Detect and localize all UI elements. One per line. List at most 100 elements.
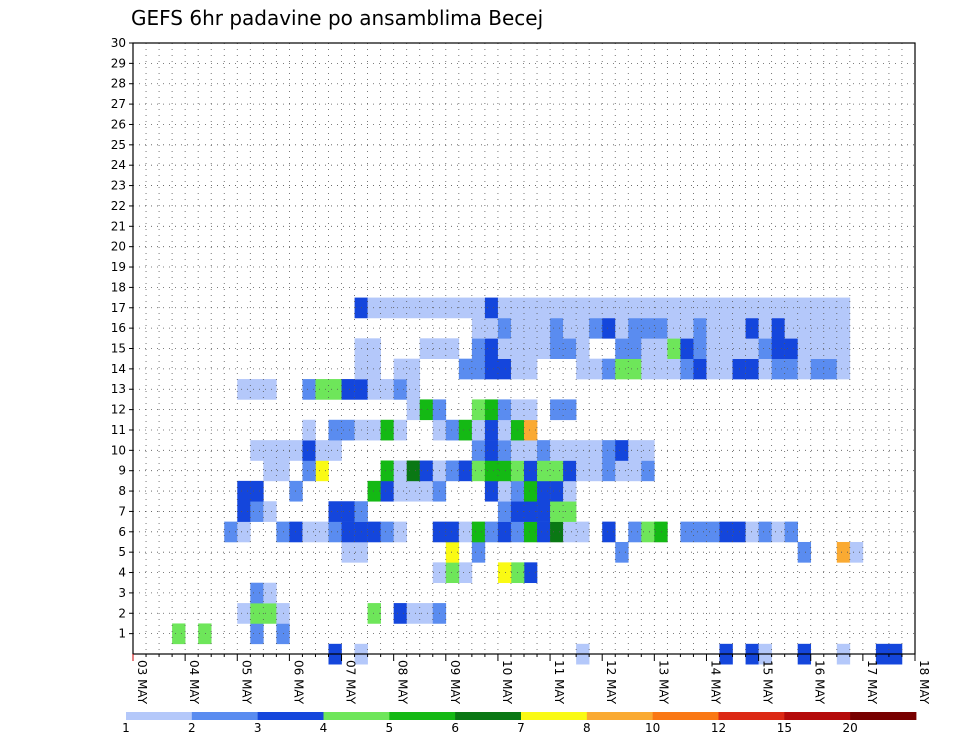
- heatmap-cell: [380, 521, 394, 543]
- heatmap-cell: [628, 358, 642, 380]
- heatmap-cell: [484, 419, 499, 441]
- heatmap-cell: [497, 297, 512, 319]
- heatmap-cell: [484, 338, 499, 359]
- heatmap-cell: [302, 521, 316, 543]
- heatmap-cell: [445, 338, 460, 359]
- heatmap-cell: [693, 297, 707, 319]
- heatmap-cell: [576, 297, 590, 319]
- heatmap-cell: [380, 419, 394, 441]
- heatmap-cell: [302, 440, 316, 461]
- colorbar-label: 12: [711, 721, 726, 735]
- heatmap-cell: [263, 501, 277, 522]
- heatmap-cell: [537, 480, 551, 502]
- y-tick-label: 16: [111, 321, 126, 335]
- heatmap-cell: [836, 358, 851, 380]
- heatmap-cell: [458, 460, 473, 482]
- heatmap-cell: [693, 358, 707, 380]
- heatmap-cell: [719, 358, 733, 380]
- y-tick-label: 14: [111, 362, 126, 376]
- heatmap-cells: [172, 297, 903, 665]
- heatmap-cell: [576, 460, 590, 482]
- heatmap-cell: [745, 521, 759, 543]
- heatmap-cell: [497, 480, 512, 502]
- heatmap-cell: [237, 379, 251, 400]
- heatmap-cell: [484, 297, 499, 319]
- heatmap-cell: [471, 440, 486, 461]
- heatmap-cell: [237, 501, 251, 522]
- y-tick-label: 17: [111, 301, 126, 315]
- y-axis-ticks: 1234567891011121314151617181920212223242…: [111, 36, 133, 641]
- colorbar-label: 3: [254, 721, 262, 735]
- heatmap-cell: [497, 399, 512, 421]
- heatmap-cell: [667, 317, 681, 339]
- heatmap-cell: [758, 521, 772, 543]
- heatmap-cell: [263, 603, 277, 624]
- y-tick-label: 2: [118, 606, 126, 620]
- heatmap-cell: [550, 521, 564, 543]
- heatmap-cell: [367, 419, 381, 441]
- heatmap-cell: [471, 317, 486, 339]
- heatmap-cell: [458, 358, 473, 380]
- heatmap-cell: [693, 317, 707, 339]
- heatmap-cell: [419, 460, 434, 482]
- heatmap-cell: [497, 460, 512, 482]
- x-tick-label: 07 MAY: [344, 660, 358, 705]
- heatmap-cell: [341, 521, 355, 543]
- heatmap-cell: [289, 440, 303, 461]
- heatmap-cell: [706, 521, 720, 543]
- heatmap-cell: [328, 379, 342, 400]
- y-tick-label: 28: [111, 77, 126, 91]
- heatmap-cell: [471, 297, 486, 319]
- heatmap-cell: [524, 562, 538, 584]
- heatmap-cell: [419, 297, 434, 319]
- y-tick-label: 4: [118, 566, 126, 580]
- heatmap-cell: [823, 358, 838, 380]
- heatmap-cell: [693, 338, 707, 359]
- heatmap-cell: [484, 399, 499, 421]
- heatmap-cell: [797, 317, 812, 339]
- x-tick-label: 08 MAY: [396, 660, 410, 705]
- heatmap-cell: [406, 399, 421, 421]
- heatmap-cell: [341, 379, 355, 400]
- heatmap-cell: [524, 460, 538, 482]
- heatmap-cell: [641, 460, 655, 482]
- heatmap-cell: [524, 521, 538, 543]
- heatmap-cell: [797, 541, 812, 563]
- y-tick-label: 27: [111, 97, 126, 111]
- heatmap-cell: [745, 338, 759, 359]
- x-tick-label: 04 MAY: [187, 660, 201, 705]
- heatmap-cell: [393, 603, 407, 624]
- y-tick-label: 18: [111, 280, 126, 294]
- heatmap-cell: [445, 562, 460, 584]
- heatmap-cell: [745, 317, 759, 339]
- y-tick-label: 1: [118, 627, 126, 641]
- heatmap-cell: [680, 358, 694, 380]
- y-tick-label: 23: [111, 179, 126, 193]
- heatmap-cell: [328, 501, 342, 522]
- y-tick-label: 19: [111, 260, 126, 274]
- colorbar-swatch: [586, 712, 654, 720]
- heatmap-cell: [784, 358, 798, 380]
- heatmap-cell: [576, 338, 590, 359]
- heatmap-cell: [550, 338, 564, 359]
- heatmap-cell: [771, 297, 785, 319]
- y-tick-label: 6: [118, 525, 126, 539]
- y-tick-label: 26: [111, 117, 126, 131]
- y-tick-label: 10: [111, 443, 126, 457]
- heatmap-cell: [615, 358, 629, 380]
- heatmap-cell: [667, 338, 681, 359]
- heatmap-cell: [576, 358, 590, 380]
- colorbar-label: 1: [122, 721, 130, 735]
- heatmap-cell: [706, 317, 720, 339]
- y-tick-label: 12: [111, 403, 126, 417]
- heatmap-cell: [615, 317, 629, 339]
- heatmap-cell: [393, 460, 407, 482]
- heatmap-cell: [302, 379, 316, 400]
- heatmap-cell: [524, 501, 538, 522]
- heatmap-cell: [458, 419, 473, 441]
- colorbar-swatch: [652, 712, 719, 720]
- heatmap-cell: [445, 419, 460, 441]
- heatmap-cell: [745, 358, 759, 380]
- heatmap-cell: [719, 338, 733, 359]
